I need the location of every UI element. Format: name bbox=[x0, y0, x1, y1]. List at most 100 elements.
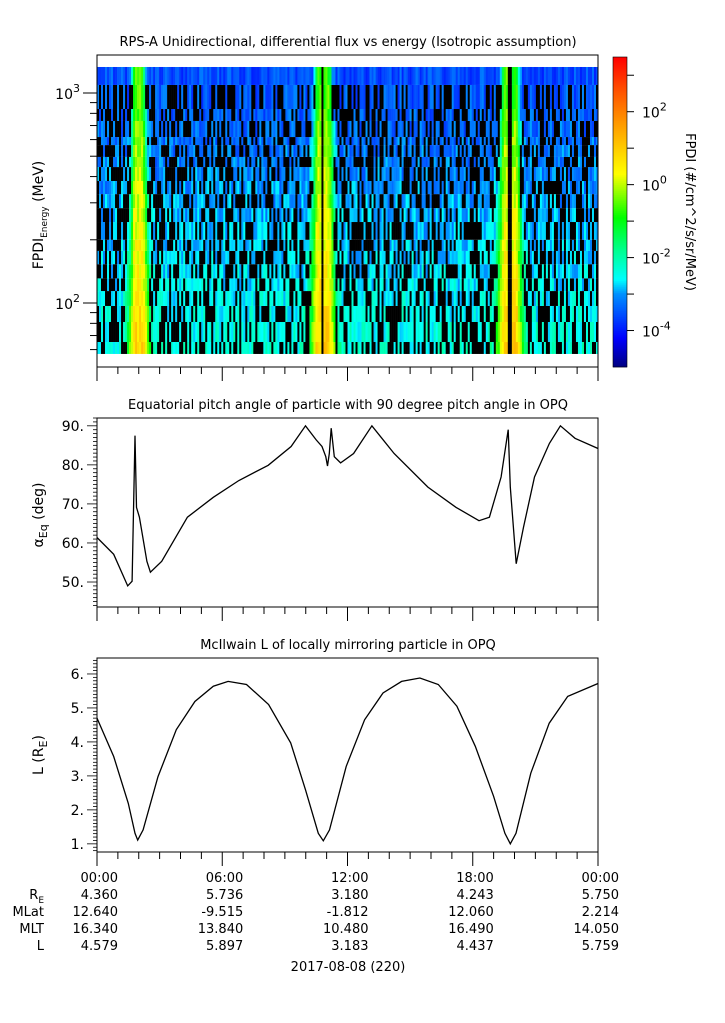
spectrogram-cell bbox=[223, 208, 226, 223]
spectrogram-cell bbox=[239, 194, 242, 209]
spectrogram-cell bbox=[163, 278, 166, 292]
spectrogram-cell bbox=[387, 264, 390, 279]
spectrogram-cell bbox=[451, 208, 455, 223]
spectrogram-cell bbox=[97, 145, 100, 157]
spectrogram-cell bbox=[333, 145, 336, 157]
spectrogram-cell bbox=[171, 181, 174, 195]
spectrogram-cell bbox=[543, 250, 547, 265]
spectrogram-cell bbox=[187, 120, 190, 138]
spectrogram-cell bbox=[505, 66, 509, 85]
spectrogram-cell bbox=[407, 145, 410, 157]
spectrogram-title: RPS-A Unidirectional, differential flux … bbox=[119, 35, 576, 50]
spectrogram-cell bbox=[221, 291, 224, 306]
spectrogram-cell bbox=[229, 66, 232, 85]
spectrogram-cell bbox=[265, 156, 268, 168]
spectrogram-cell bbox=[127, 167, 130, 182]
spectrogram-cell bbox=[489, 321, 493, 342]
spectrogram-cell bbox=[141, 181, 144, 195]
spectrogram-cell bbox=[383, 194, 386, 209]
spectrogram-cell bbox=[439, 305, 442, 322]
spectrogram-cell bbox=[267, 156, 270, 168]
spectrogram-cell bbox=[313, 291, 316, 306]
spectrogram-cell bbox=[391, 264, 394, 279]
spectrogram-cell bbox=[259, 156, 262, 168]
spectrogram-cell bbox=[265, 137, 268, 146]
spectrogram-cell bbox=[125, 208, 128, 223]
spectrogram-cell bbox=[257, 167, 260, 182]
spectrogram-cell bbox=[547, 167, 551, 182]
spectrogram-cell bbox=[533, 137, 537, 146]
spectrogram-cell bbox=[529, 109, 533, 121]
spectrogram-cell bbox=[571, 305, 575, 322]
spectrogram-cell bbox=[297, 305, 300, 322]
spectrogram-cell bbox=[113, 84, 116, 110]
spectrogram-cell bbox=[235, 239, 238, 251]
spectrogram-cell bbox=[233, 208, 236, 223]
spectrogram-cell bbox=[159, 278, 162, 292]
spectrogram-cell bbox=[415, 239, 418, 251]
spectrogram-cell bbox=[491, 84, 495, 110]
spectrogram-cell bbox=[145, 222, 148, 240]
spectrogram-cell bbox=[265, 264, 268, 279]
spectrogram-cell bbox=[315, 145, 318, 157]
spectrogram-cell bbox=[525, 120, 529, 138]
spectrogram-cell bbox=[493, 342, 497, 354]
spectrogram-cell bbox=[113, 305, 116, 322]
spectrogram-cell bbox=[557, 250, 561, 265]
spectrogram-cell bbox=[461, 239, 465, 251]
spectrogram-cell bbox=[449, 321, 452, 342]
spectrogram-cell bbox=[473, 109, 477, 121]
spectrogram-cell bbox=[565, 208, 569, 223]
spectrogram-cell bbox=[277, 222, 280, 240]
spectrogram-cell bbox=[429, 291, 432, 306]
spectrogram-cell bbox=[315, 137, 318, 146]
spectrogram-cell bbox=[115, 66, 118, 85]
spectrogram-cell bbox=[113, 264, 116, 279]
spectrogram-cell bbox=[309, 208, 312, 223]
spectrogram-cell bbox=[363, 120, 366, 138]
spectrogram-cell bbox=[509, 145, 513, 157]
spectrogram-cell bbox=[373, 239, 376, 251]
spectrogram-cell bbox=[445, 278, 448, 292]
spectrogram-cell bbox=[573, 181, 577, 195]
spectrogram-cell bbox=[477, 305, 481, 322]
spectrogram-cell bbox=[157, 208, 160, 223]
spectrogram-cell bbox=[469, 222, 473, 240]
spectrogram-cell bbox=[159, 167, 162, 182]
spectrogram-cell bbox=[339, 250, 342, 265]
spectrogram-cell bbox=[519, 342, 523, 354]
spectrogram-cell bbox=[171, 321, 174, 342]
spectrogram-cell bbox=[459, 264, 463, 279]
spectrogram-cell bbox=[137, 291, 140, 306]
spectrogram-cell bbox=[319, 167, 322, 182]
spectrogram-cell bbox=[596, 321, 599, 342]
spectrogram-cell bbox=[159, 84, 162, 110]
spectrogram-cell bbox=[313, 208, 316, 223]
spectrogram-cell bbox=[547, 194, 551, 209]
spectrogram-cell bbox=[145, 250, 148, 265]
spectrogram-cell bbox=[589, 239, 593, 251]
spectrogram-cell bbox=[199, 137, 202, 146]
spectrogram-cell bbox=[109, 120, 112, 138]
spectrogram-cell bbox=[123, 342, 126, 354]
spectrogram-cell bbox=[313, 84, 316, 110]
spectrogram-cell bbox=[239, 84, 242, 110]
spectrogram-cell bbox=[109, 194, 112, 209]
spectrogram-cell bbox=[303, 181, 306, 195]
spectrogram-cell bbox=[351, 291, 354, 306]
spectrogram-cell bbox=[171, 250, 174, 265]
spectrogram-cell bbox=[469, 167, 473, 182]
spectrogram-cell bbox=[359, 120, 362, 138]
spectrogram-cell bbox=[447, 342, 450, 354]
spectrogram-cell bbox=[423, 239, 426, 251]
spectrogram-cell bbox=[111, 109, 114, 121]
spectrogram-cell bbox=[117, 305, 120, 322]
spectrogram-cell bbox=[199, 156, 202, 168]
spectrogram-cell bbox=[535, 291, 539, 306]
spectrogram-cell bbox=[225, 84, 228, 110]
spectrogram-cell bbox=[567, 321, 571, 342]
spectrogram-cell bbox=[419, 222, 422, 240]
spectrogram-cell bbox=[169, 264, 172, 279]
spectrogram-cell bbox=[517, 291, 521, 306]
spectrogram-cell bbox=[139, 194, 142, 209]
